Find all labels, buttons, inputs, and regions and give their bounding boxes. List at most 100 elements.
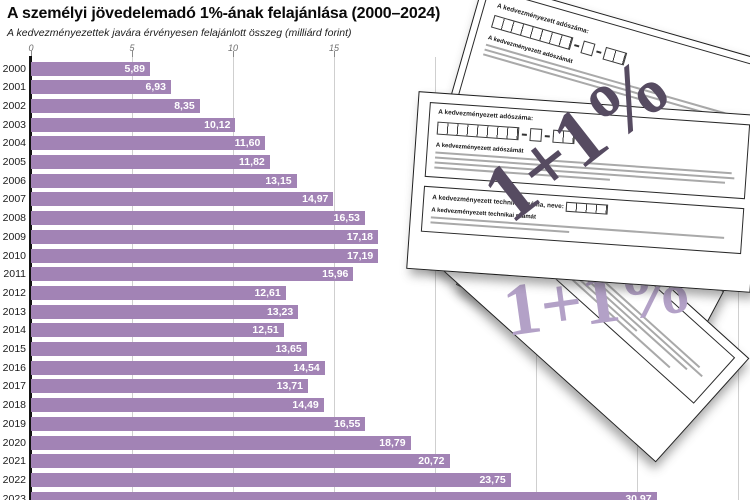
bar-value-label: 18,79 [379,436,406,449]
bar-row: 2010 17,19 [0,248,750,263]
bar-row: 2020 18,79 [0,435,750,450]
bar-value-label: 17,19 [346,249,374,262]
y-axis-line [29,56,32,500]
bar-value-label: 30,97 [625,492,652,500]
year-label: 2006 [2,174,26,187]
bar-value-label: 12,61 [254,286,281,299]
axis-tick-mark [233,51,234,57]
year-label: 2008 [2,212,26,225]
bar-row: 2018 14,49 [0,398,750,413]
axis-tick-mark [334,51,335,57]
bar-value-label: 11,82 [239,156,265,168]
bar-value-label: 13,65 [275,343,302,355]
year-label: 2002 [2,99,26,112]
year-label: 2001 [2,81,26,94]
axis-tick-mark [31,51,32,57]
year-label: 2014 [2,324,26,337]
bar-row: 2009 17,18 [0,229,750,244]
bar-row: 2014 12,51 [0,323,750,338]
bar: 14,54 [31,360,325,375]
chart-title: A személyi jövedelemadó 1%-ának felajánl… [7,5,441,22]
bar-row: 2011 15,96 [0,267,750,282]
bar: 13,71 [31,379,308,394]
year-label: 2022 [2,473,26,486]
bar-value-label: 14,49 [292,399,319,412]
bar: 16,55 [31,416,366,431]
bar-row: 2015 13,65 [0,342,750,356]
axis-tick-label: 5 [129,43,135,53]
axis-tick-mark [132,51,133,57]
bar: 17,18 [31,229,379,244]
bar: 10,12 [31,117,236,132]
bar-row: 2003 10,12 [0,117,750,132]
bar-row: 2021 20,72 [0,454,750,469]
bar-row: 2013 13,23 [0,304,750,319]
year-label: 2023 [2,492,26,500]
bar-row: 2019 16,55 [0,416,750,431]
bar-value-label: 14,54 [293,361,320,374]
bar-value-label: 12,51 [252,324,279,337]
year-label: 2010 [2,249,26,262]
bar-value-label: 11,60 [234,137,261,150]
bar: 20,72 [31,454,450,469]
bar-row: 2001 6,93 [0,80,750,95]
year-label: 2009 [2,230,26,243]
bar: 15,96 [31,267,354,282]
year-label: 2020 [2,436,26,449]
axis-tick-label: 10 [227,43,239,53]
year-label: 2007 [2,193,26,206]
bar: 14,97 [31,192,334,207]
bar: 11,60 [31,136,266,151]
year-label: 2015 [2,343,26,355]
bar-row: 2002 8,35 [0,98,750,113]
year-label: 2005 [2,156,26,168]
bar-row: 2007 14,97 [0,192,750,207]
bar: 13,23 [31,304,299,319]
bar-value-label: 5,89 [124,62,145,75]
bar: 13,65 [31,342,307,356]
bar-value-label: 13,71 [276,380,303,393]
year-label: 2013 [2,305,26,318]
bar-row: 2022 23,75 [0,472,750,487]
bar: 5,89 [31,61,150,76]
bar: 12,61 [31,285,286,300]
year-label: 2018 [2,399,26,412]
bar: 18,79 [31,435,411,450]
bar-row: 2000 5,89 [0,61,750,76]
axis-tick-label: 15 [328,43,340,53]
year-label: 2011 [3,268,26,281]
bar-row: 2016 14,54 [0,360,750,375]
bar: 8,35 [31,98,200,113]
bar-value-label: 17,18 [346,230,374,243]
bar: 17,19 [31,248,379,263]
bar-row: 2005 11,82 [0,155,750,169]
bar-row: 2023 30,97 [0,491,750,500]
bar-value-label: 13,15 [265,174,292,187]
bar: 13,15 [31,173,297,188]
bar-value-label: 20,72 [418,455,445,468]
bar: 11,82 [31,155,270,169]
year-label: 2000 [2,62,26,75]
year-label: 2019 [2,417,26,430]
bar-value-label: 8,35 [174,99,195,112]
bar-value-label: 10,12 [204,118,231,131]
axis-tick-label: 0 [28,43,34,53]
bar: 6,93 [31,80,171,95]
bar: 14,49 [31,398,324,413]
bar-row: 2012 12,61 [0,285,750,300]
year-label: 2017 [2,380,26,393]
bar-value-label: 14,97 [302,193,329,206]
chart-subtitle: A kedvezményezettek javára érvényesen fe… [7,27,352,39]
bar-value-label: 23,75 [479,473,506,486]
year-label: 2021 [2,455,26,468]
bar-value-label: 6,93 [145,81,166,94]
bar-value-label: 16,53 [333,212,360,225]
bar-value-label: 15,96 [322,268,349,281]
bar: 12,51 [31,323,284,338]
bar-row: 2017 13,71 [0,379,750,394]
bar-value-label: 16,55 [334,417,361,430]
bar-value-label: 13,23 [266,305,294,318]
bar-row: 2004 11,60 [0,136,750,151]
